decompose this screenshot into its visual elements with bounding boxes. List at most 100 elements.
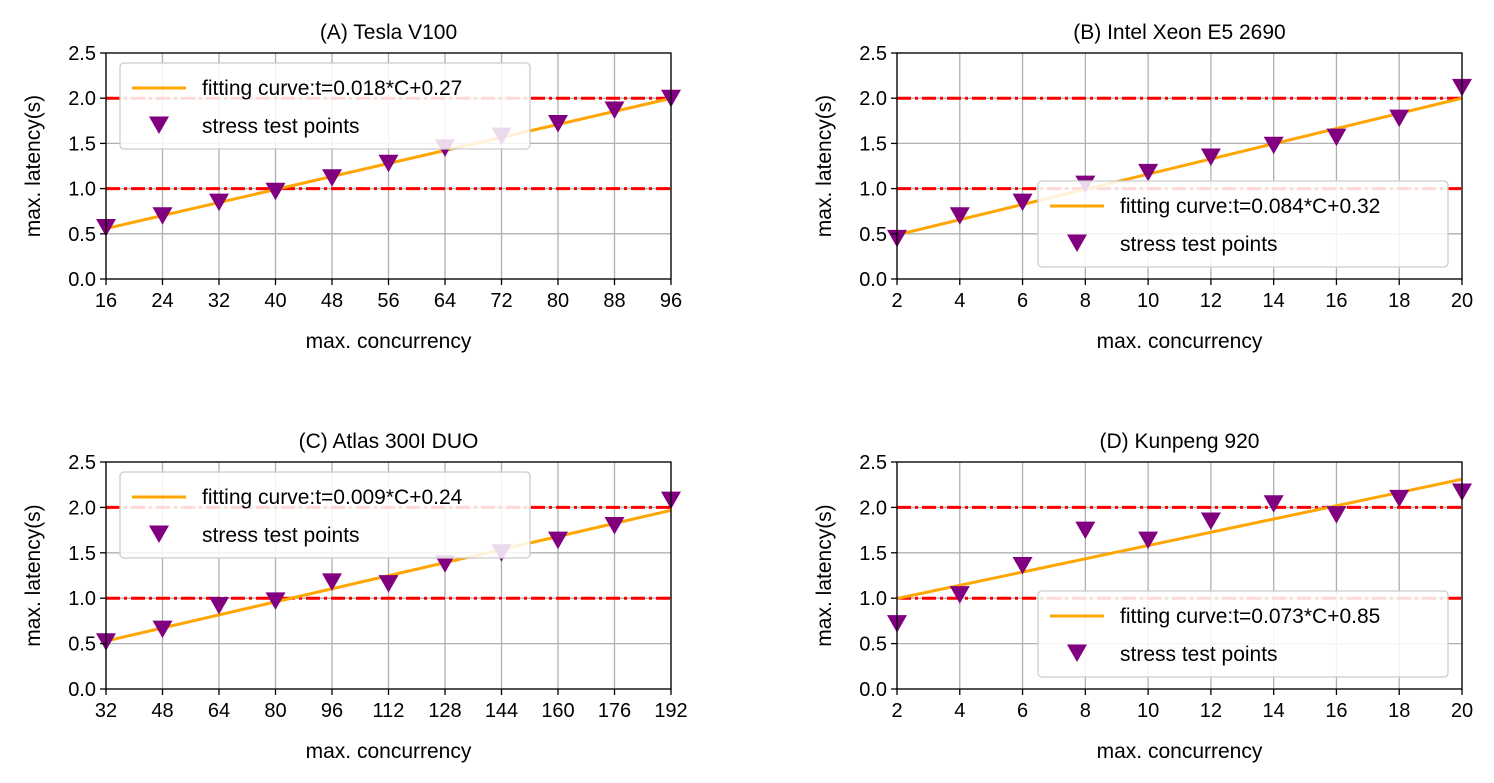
x-tick-label: 80 <box>547 290 569 312</box>
chart-title: (C) Atlas 300I DUO <box>299 430 479 453</box>
y-tick-label: 0.0 <box>68 269 96 291</box>
x-tick-label: 48 <box>321 290 343 312</box>
legend-box <box>1037 590 1449 678</box>
legend-point-swatch <box>1067 644 1087 662</box>
stress-test-point <box>548 115 568 133</box>
x-tick-label: 20 <box>1451 290 1473 312</box>
x-tick-label: 10 <box>1137 700 1159 722</box>
x-tick-label: 112 <box>373 700 405 722</box>
chart-panel-3: 32 48 64 80 96 112 128 144 160 176 192 0.0 0.5 1.0 1.5… <box>22 430 688 763</box>
stress-test-point <box>378 154 399 173</box>
stress-test-point <box>604 101 625 119</box>
stress-test-point <box>1263 136 1284 155</box>
y-tick-label: 0.5 <box>68 634 96 656</box>
y-tick-label: 2.0 <box>859 497 887 519</box>
y-tick-label: 0.0 <box>859 269 887 291</box>
x-tick-label: 18 <box>1388 290 1410 312</box>
x-tick-label: 4 <box>954 700 965 722</box>
y-tick-label: 1.5 <box>68 133 96 155</box>
chart-panel-2: 2 4 6 8 10 12 14 16 18 20 0.0 0.5 1.0 1.5 2.0 2.5 (B) In… <box>813 21 1473 353</box>
legend-box <box>119 62 531 150</box>
x-tick-label: 4 <box>954 290 965 312</box>
stress-test-point <box>1012 557 1033 575</box>
y-tick-label: 1.0 <box>68 179 96 201</box>
x-tick-label: 128 <box>428 700 461 722</box>
legend-point-swatch <box>149 116 169 134</box>
x-tick-label: 40 <box>264 290 286 312</box>
legend-point-swatch <box>149 525 169 543</box>
stress-test-point <box>322 573 342 591</box>
stress-test-point <box>1389 489 1410 508</box>
x-tick-label: 176 <box>598 700 631 722</box>
legend-box <box>1037 180 1449 268</box>
stress-test-point <box>265 592 286 610</box>
legend: fitting curve:t=0.018*C+0.27 stress test … <box>119 62 531 150</box>
x-tick-label: 2 <box>891 700 902 722</box>
x-tick-label: 14 <box>1263 290 1285 312</box>
stress-test-point <box>152 620 173 639</box>
chart-panel-4: 2 4 6 8 10 12 14 16 18 20 0.0 0.5 1.0 1.5 2.0 2.5 (D) Ku… <box>813 430 1473 763</box>
y-axis-label: max. latency(s) <box>813 95 836 237</box>
x-tick-label: 64 <box>434 290 456 312</box>
x-tick-label: 14 <box>1263 700 1285 722</box>
legend-label-points: stress test points <box>202 115 360 138</box>
stress-test-point <box>265 182 286 201</box>
y-tick-label: 1.0 <box>859 179 887 201</box>
fitting-curve-line <box>897 96 1462 237</box>
plot-frame <box>896 52 1463 280</box>
stress-test-point <box>548 531 568 550</box>
fitting-curve-line <box>897 477 1462 601</box>
legend-label-fit: fitting curve:t=0.073*C+0.85 <box>1120 605 1380 628</box>
y-tick-label: 1.0 <box>859 588 887 610</box>
x-tick-label: 72 <box>490 290 512 312</box>
plot-frame <box>896 461 1463 690</box>
y-tick-label: 2.5 <box>859 452 887 474</box>
x-axis-label: max. concurrency <box>306 330 472 353</box>
x-tick-label: 8 <box>1080 290 1091 312</box>
legend-label-points: stress test points <box>1120 233 1278 256</box>
y-tick-label: 1.5 <box>859 543 887 565</box>
x-tick-label: 16 <box>1325 700 1347 722</box>
y-tick-label: 2.5 <box>859 43 887 65</box>
y-axis-label: max. latency(s) <box>22 95 45 237</box>
stress-test-point <box>1200 512 1221 531</box>
stress-test-point <box>1138 531 1159 550</box>
stress-test-point <box>209 193 229 212</box>
stress-test-point <box>152 207 173 225</box>
chart-title: (D) Kunpeng 920 <box>1100 430 1260 453</box>
chart-title: (B) Intel Xeon E5 2690 <box>1073 21 1285 44</box>
x-tick-label: 56 <box>377 290 399 312</box>
y-tick-label: 0.5 <box>68 224 96 246</box>
legend-label-fit: fitting curve:t=0.009*C+0.24 <box>202 486 463 509</box>
stress-test-point <box>209 596 229 615</box>
y-tick-label: 0.5 <box>859 634 887 656</box>
y-tick-label: 2.5 <box>68 43 96 65</box>
y-tick-label: 2.0 <box>68 88 96 110</box>
legend: fitting curve:t=0.084*C+0.32 stress test … <box>1037 180 1449 268</box>
x-tick-label: 96 <box>660 290 682 312</box>
stress-test-point <box>378 575 399 593</box>
x-axis-label: max. concurrency <box>306 740 472 763</box>
legend-label-points: stress test points <box>1120 643 1278 666</box>
x-tick-label: 16 <box>95 290 117 312</box>
y-tick-label: 1.5 <box>68 543 96 565</box>
x-tick-label: 18 <box>1388 700 1410 722</box>
y-tick-label: 0.0 <box>68 679 96 701</box>
x-tick-label: 20 <box>1451 700 1473 722</box>
x-tick-label: 96 <box>321 700 343 722</box>
legend: fitting curve:t=0.009*C+0.24 stress test … <box>119 471 531 559</box>
stress-test-point <box>949 586 970 604</box>
x-tick-label: 32 <box>95 700 117 722</box>
x-tick-label: 80 <box>264 700 286 722</box>
chart-title: (A) Tesla V100 <box>320 21 457 44</box>
x-tick-label: 48 <box>151 700 173 722</box>
x-tick-label: 12 <box>1200 700 1222 722</box>
x-tick-label: 12 <box>1200 290 1222 312</box>
x-tick-label: 144 <box>485 700 518 722</box>
y-tick-label: 2.0 <box>68 497 96 519</box>
legend-box <box>119 471 531 559</box>
x-axis-label: max. concurrency <box>1097 330 1263 353</box>
x-tick-label: 2 <box>891 290 902 312</box>
x-tick-label: 160 <box>541 700 574 722</box>
